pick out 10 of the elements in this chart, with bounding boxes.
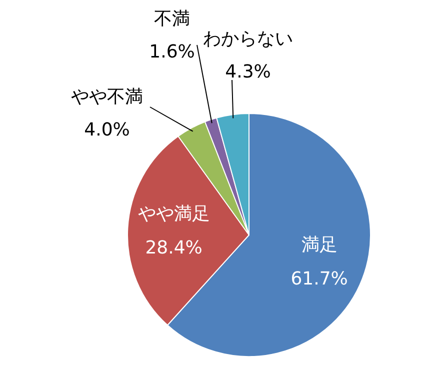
slice-label: 不満 [154,8,190,30]
slice-label: 満足 [301,234,338,256]
data-label: 28.4% [145,237,202,258]
data-label: 1.6% [149,42,195,63]
data-label: 61.7% [290,268,348,290]
slice-label: わからない [203,28,293,50]
slice-label: やや不満 [71,86,143,108]
slice-label: やや満足 [138,203,210,224]
data-label: 4.3% [225,62,271,83]
data-label: 4.0% [84,120,130,141]
